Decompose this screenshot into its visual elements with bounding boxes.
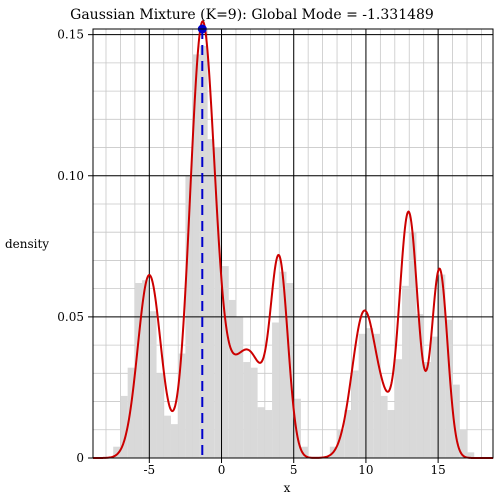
x-tick-label: 0 [218, 463, 226, 477]
histogram-bar [257, 407, 265, 458]
histogram-bar [402, 285, 410, 458]
x-tick-labels: -5 0 5 10 15 [143, 463, 445, 477]
x-tick-label: 5 [290, 463, 298, 477]
x-tick-label: 10 [358, 463, 373, 477]
histogram-bar [387, 410, 395, 458]
y-tick-labels: 0 0.05 0.10 0.15 [57, 28, 84, 465]
histogram-bar [344, 410, 352, 458]
x-tick-label: 15 [430, 463, 445, 477]
histogram-bar [423, 362, 431, 458]
histogram-bar [358, 333, 366, 458]
axis-ticks [88, 34, 439, 463]
chart-title: Gaussian Mixture (K=9): Global Mode = -1… [70, 7, 434, 23]
histogram-bar [199, 45, 208, 459]
histogram-bar [409, 232, 417, 458]
histogram-bar [113, 446, 121, 458]
y-tick-label: 0 [76, 451, 84, 465]
histogram-bar [163, 415, 171, 458]
histogram-bar [452, 384, 460, 458]
histogram-bars [113, 45, 475, 459]
histogram-bar [156, 373, 164, 458]
major-grid [93, 29, 493, 459]
histogram-bar [438, 274, 446, 458]
histogram-bar [351, 370, 359, 458]
histogram-bar [300, 446, 309, 458]
y-tick-label: 0.05 [57, 310, 84, 324]
histogram-bar [178, 353, 186, 458]
x-tick-label: -5 [143, 463, 155, 477]
histogram-bar [445, 319, 453, 458]
y-tick-label: 0.10 [57, 169, 84, 183]
y-axis-label: density [5, 237, 49, 251]
histogram-bar [235, 316, 244, 458]
histogram-bar [127, 367, 135, 458]
histogram-bar [192, 54, 200, 459]
histogram-bar [221, 266, 229, 458]
plot-frame [92, 28, 494, 459]
histogram-bar [134, 283, 143, 458]
histogram-bar [228, 299, 236, 458]
histogram-bar [467, 452, 475, 458]
histogram-bar [207, 139, 215, 458]
histogram-bar [459, 429, 468, 458]
y-tick-label: 0.15 [57, 28, 84, 42]
histogram-bar [170, 424, 179, 458]
density-curve [93, 20, 493, 459]
histogram-bar [394, 359, 403, 458]
histogram-bar [279, 271, 287, 458]
histogram-bar [430, 336, 439, 458]
histogram-bar [243, 362, 251, 458]
histogram-bar [149, 311, 157, 458]
histogram-bar [337, 429, 345, 458]
histogram-bar [365, 328, 374, 458]
histogram-bar [142, 280, 150, 458]
histogram-bar [214, 147, 222, 458]
x-axis-label: x [284, 481, 291, 495]
histogram-bar [264, 410, 273, 458]
histogram-bar [120, 395, 128, 458]
histogram-bar [373, 333, 381, 458]
histogram-bar [380, 395, 388, 458]
histogram-bar [250, 367, 258, 458]
histogram-bar [272, 322, 280, 458]
histogram-bar [293, 398, 301, 458]
histogram-bar [416, 314, 424, 458]
